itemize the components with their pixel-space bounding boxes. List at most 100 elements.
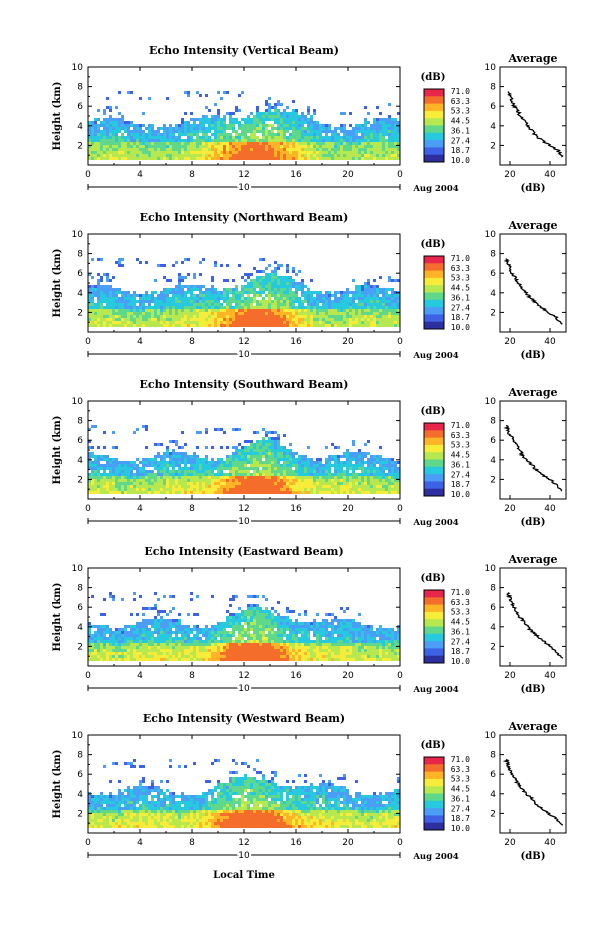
heatmap-field: [88, 759, 400, 828]
profile-title: Average: [507, 553, 557, 566]
colorbar-swatch: [424, 815, 444, 824]
colorbar-swatch: [424, 474, 444, 482]
colorbar-level-label: 71.0: [451, 755, 470, 764]
profile-y-tick-label: 6: [490, 269, 496, 279]
colorbar-swatch: [424, 757, 444, 765]
profile-frame: [499, 567, 567, 667]
colorbar-unit: (dB): [421, 573, 446, 584]
profile-y-tick-label: 2: [490, 809, 496, 819]
colorbar-level-label: 71.0: [451, 588, 470, 597]
panel-title: Echo Intensity (Northward Beam): [140, 211, 349, 224]
colorbar-level-label: 63.3: [451, 598, 470, 607]
colorbar-unit: (dB): [421, 406, 446, 417]
x-tick-label: 4: [137, 671, 143, 681]
colorbar-level-label: 53.3: [451, 274, 470, 283]
x-tick-label: 16: [290, 504, 302, 514]
x-tick-label: 0: [85, 671, 91, 681]
colorbar-level-label: 27.4: [451, 136, 470, 145]
colorbar-swatch: [424, 481, 444, 490]
profile-y-tick-label: 10: [485, 63, 497, 73]
x-tick-label: 0: [397, 504, 403, 514]
x-tick-label: 0: [85, 337, 91, 347]
x-tick-label: 0: [397, 337, 403, 347]
x-tick-label: 16: [290, 337, 302, 347]
y-tick-label: 10: [72, 731, 84, 741]
profile-x-tick-label: 20: [504, 170, 516, 180]
panel-4: Echo Intensity (Eastward Beam) 2 4 6 8 10 Heig…: [52, 545, 567, 696]
y-tick-label: 4: [77, 122, 83, 132]
y-axis-label: Height (km): [52, 82, 63, 151]
y-axis-label: Height (km): [52, 249, 63, 318]
colorbar-swatch: [424, 154, 444, 163]
colorbar-swatch: [424, 633, 444, 642]
x-tick-label: 20: [342, 337, 354, 347]
x-tick-label: 8: [189, 337, 195, 347]
y-tick-label: 8: [77, 250, 83, 260]
colorbar-level-label: 53.3: [451, 441, 470, 450]
profile-y-tick-label: 10: [485, 731, 497, 741]
colorbar-level-label: 18.7: [451, 480, 470, 489]
colorbar-swatch: [424, 619, 444, 627]
x-tick-label: 8: [189, 838, 195, 848]
profile-title: Average: [507, 219, 557, 232]
x-tick-label: 20: [342, 170, 354, 180]
profile-x-tick-label: 20: [504, 671, 516, 681]
panel-2: Echo Intensity (Northward Beam) 2 4 6 8 10 Hei…: [52, 211, 567, 362]
profile-y-tick-label: 10: [485, 397, 497, 407]
profile-x-label: (dB): [521, 350, 546, 361]
heatmap-field: [88, 592, 400, 661]
profile-y-tick-label: 2: [490, 308, 496, 318]
profile-line: [505, 591, 564, 659]
colorbar-swatch: [424, 292, 444, 301]
colorbar-swatch: [424, 125, 444, 134]
profile-title: Average: [507, 52, 557, 65]
colorbar-swatch: [424, 590, 444, 598]
colorbar-swatch: [424, 118, 444, 126]
colorbar-level-label: 71.0: [451, 421, 470, 430]
colorbar-level-label: 18.7: [451, 647, 470, 656]
colorbar-swatch: [424, 321, 444, 330]
colorbar-swatch: [424, 285, 444, 293]
x-tick-label: 8: [189, 170, 195, 180]
date-label: Aug 2004: [412, 351, 458, 361]
profile-y-tick-label: 6: [490, 436, 496, 446]
profile-frame: [499, 233, 567, 333]
colorbar-swatch: [424, 299, 444, 308]
profile-y-tick-label: 4: [490, 623, 496, 633]
colorbar-swatch: [424, 314, 444, 323]
panel-title: Echo Intensity (Westward Beam): [143, 712, 345, 725]
profile-y-tick-label: 8: [490, 250, 496, 260]
colorbar-level-label: 44.5: [451, 117, 470, 126]
panel-1: Echo Intensity (Vertical Beam) 2 4 6 8 10 Heig…: [52, 44, 567, 195]
y-tick-label: 10: [72, 230, 84, 240]
profile-y-tick-label: 10: [485, 230, 497, 240]
x-tick-label: 8: [189, 504, 195, 514]
profile-x-label: (dB): [521, 517, 546, 528]
x-tick-label: 0: [85, 170, 91, 180]
heatmap-field: [88, 258, 400, 327]
x-tick-label: 8: [189, 671, 195, 681]
colorbar-swatch: [424, 793, 444, 802]
colorbar-swatch: [424, 641, 444, 649]
profile-line: [503, 424, 563, 492]
profile-x-label: (dB): [521, 851, 546, 862]
profile-y-tick-label: 6: [490, 102, 496, 112]
colorbar-swatch: [424, 822, 444, 831]
colorbar-swatch: [424, 263, 444, 272]
colorbar-swatch: [424, 256, 444, 264]
colorbar-swatch: [424, 96, 444, 105]
colorbar-level-label: 63.3: [451, 765, 470, 774]
colorbar-level-label: 27.4: [451, 804, 470, 813]
colorbar: 71.063.353.344.536.127.418.710.0: [423, 755, 470, 833]
colorbar-level-label: 10.0: [451, 657, 470, 666]
colorbar-level-label: 10.0: [451, 156, 470, 165]
panel-title: Echo Intensity (Vertical Beam): [149, 44, 339, 57]
panel-5: Echo Intensity (Westward Beam) 2 4 6 8 10 Heig…: [52, 712, 567, 863]
y-tick-label: 2: [77, 308, 83, 318]
y-tick-label: 6: [77, 603, 83, 613]
day-label: 10: [238, 684, 250, 694]
profile-title: Average: [507, 386, 557, 399]
colorbar-swatch: [424, 626, 444, 635]
colorbar-swatch: [424, 452, 444, 460]
